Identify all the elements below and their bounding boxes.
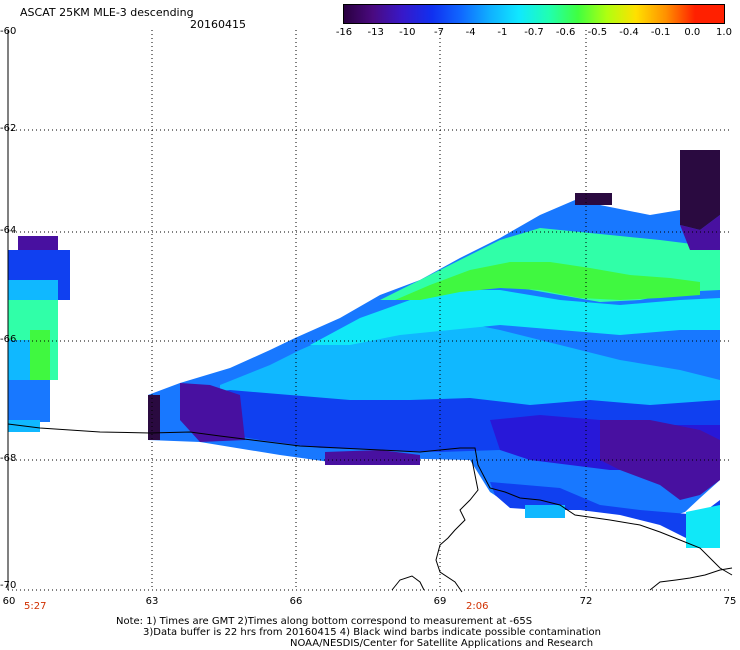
map-title: ASCAT 25KM MLE-3 descending bbox=[20, 6, 194, 19]
swath-region bbox=[18, 236, 58, 250]
colorbar-segment bbox=[694, 5, 725, 23]
swath-region bbox=[30, 330, 50, 380]
colorbar-tick-label: -0.7 bbox=[524, 27, 544, 38]
coastline-inlet bbox=[435, 459, 479, 593]
colorbar-tick-label: -0.4 bbox=[619, 27, 639, 38]
x-label-72: 72 bbox=[579, 596, 593, 607]
colorbar-segment bbox=[519, 5, 549, 23]
coastline-east bbox=[649, 567, 733, 591]
swath-region bbox=[8, 340, 30, 380]
colorbar-segment bbox=[636, 5, 666, 23]
swath-region bbox=[680, 150, 720, 230]
coastline bbox=[7, 423, 733, 576]
colorbar-tick-label: -0.6 bbox=[555, 27, 576, 38]
colorbar-tick-label: -7 bbox=[434, 27, 444, 38]
colorbar-tick-label: 1.0 bbox=[716, 27, 732, 38]
swath-region bbox=[8, 380, 50, 422]
swath-region bbox=[525, 505, 565, 518]
colorbar-tick-label: -0.5 bbox=[587, 27, 608, 38]
swath-region bbox=[180, 383, 245, 442]
swath-region bbox=[395, 262, 700, 300]
y-label-64: -64 bbox=[0, 225, 17, 236]
colorbar-segment bbox=[490, 5, 520, 23]
x-label-66: 66 bbox=[289, 596, 303, 607]
colorbar-segment bbox=[607, 5, 637, 23]
y-label-68: -68 bbox=[0, 453, 17, 464]
colorbar-segment bbox=[431, 5, 461, 23]
colorbar-segment bbox=[548, 5, 578, 23]
y-label-62: -62 bbox=[0, 123, 17, 134]
colorbar-tick-label: -10 bbox=[399, 27, 416, 38]
colorbar-segment bbox=[460, 5, 491, 23]
colorbar-tick-label: 0.0 bbox=[684, 27, 701, 38]
swath-region bbox=[325, 450, 420, 465]
colorbar-tick-label: -0.1 bbox=[650, 27, 671, 38]
x-label-75: 75 bbox=[723, 596, 737, 607]
colorbar-tick-label: -1 bbox=[497, 27, 508, 38]
colorbar-tick-label: -4 bbox=[465, 27, 476, 38]
colorbar-segment bbox=[402, 5, 432, 23]
coastline-island bbox=[391, 575, 425, 591]
x-label-60: 60 bbox=[2, 596, 16, 607]
colorbar-segment bbox=[344, 5, 374, 23]
swath-region bbox=[310, 290, 720, 345]
colorbar-segment bbox=[577, 5, 608, 23]
swath-region bbox=[8, 280, 58, 300]
map-date: 20160415 bbox=[190, 18, 246, 31]
swath-region bbox=[148, 395, 160, 440]
note-line-2: 3)Data buffer is 22 hrs from 20160415 4)… bbox=[143, 627, 601, 638]
swath-region bbox=[686, 505, 720, 548]
time-label-2: 2:06 bbox=[466, 601, 489, 612]
colorbar-segment bbox=[373, 5, 403, 23]
x-label-63: 63 bbox=[145, 596, 159, 607]
y-label-60: -60 bbox=[0, 26, 17, 37]
colorbar bbox=[343, 4, 725, 24]
colorbar-segment bbox=[665, 5, 695, 23]
x-label-69: 69 bbox=[433, 596, 447, 607]
y-label-66: -66 bbox=[0, 334, 17, 345]
note-line-1: Note: 1) Times are GMT 2)Times along bot… bbox=[116, 616, 533, 627]
swath-region bbox=[575, 193, 612, 205]
y-label-70: -70 bbox=[0, 580, 17, 591]
time-label-1: 5:27 bbox=[24, 601, 47, 612]
colorbar-tick-label: -13 bbox=[367, 27, 384, 38]
swath-region bbox=[490, 482, 720, 540]
colorbar-tick-label: -16 bbox=[335, 27, 353, 38]
note-line-3: NOAA/NESDIS/Center for Satellite Applica… bbox=[290, 638, 594, 649]
